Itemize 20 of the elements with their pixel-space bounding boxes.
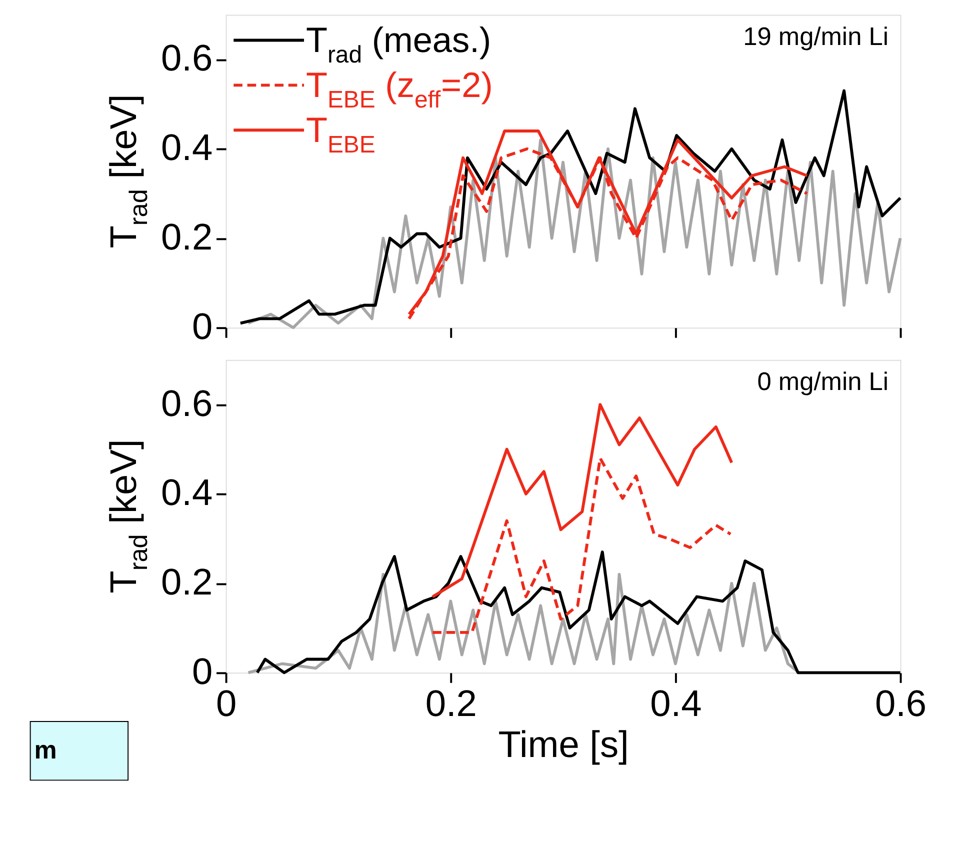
y-tick-label: 0: [192, 650, 213, 692]
y-tick-label: 0.4: [161, 471, 213, 514]
annotation: 19 mg/min Li: [743, 23, 889, 52]
y-tick-label: 0.2: [161, 215, 213, 258]
y-tick-label: 0: [192, 304, 213, 347]
y-tick-label: 0.2: [161, 560, 213, 603]
y-tick-label: 0.6: [161, 382, 213, 424]
text: m: [34, 736, 57, 765]
x-axis-title: Time [s]: [498, 723, 629, 766]
x-tick-label: 0.2: [425, 682, 477, 724]
line-series: [246, 572, 801, 674]
annotation: 0 mg/min Li: [757, 368, 889, 396]
x-tick-label: 0.6: [874, 682, 927, 724]
y-axis-title: Trad [keV]: [102, 94, 154, 248]
x-tick-label: 0.4: [650, 682, 702, 724]
y-tick-label: 0.6: [161, 36, 213, 79]
line-series: [431, 456, 732, 634]
y-tick-label: 0.4: [161, 126, 213, 168]
line-series: [431, 403, 734, 598]
y-axis-title: Trad [keV]: [102, 439, 154, 594]
